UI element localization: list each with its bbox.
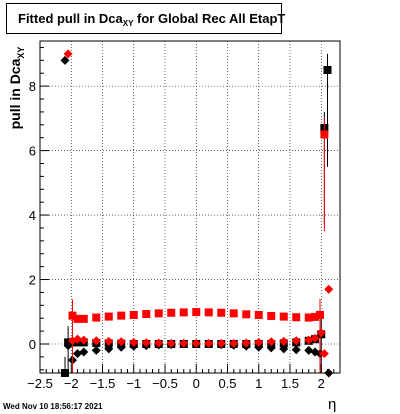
y-tick-label: 0 — [29, 337, 36, 352]
y-tick-label: 8 — [29, 79, 36, 94]
sigma-point — [267, 311, 276, 320]
sigma-point — [311, 312, 319, 321]
data-marks — [60, 49, 334, 378]
axes: −2.5 −2 −1.5 −1 −0.5 0 0.5 1 1.5 2 0 2 4 6 8 — [27, 40, 341, 391]
chart-title-suffix: for Global Rec All EtapT — [133, 11, 286, 26]
sigma-point — [79, 314, 88, 323]
mean-point — [216, 338, 226, 348]
mean-point — [304, 345, 314, 355]
mean-point — [104, 344, 114, 354]
sigma-point — [192, 308, 201, 317]
sigma-point — [279, 312, 288, 321]
mean-point — [279, 344, 289, 354]
mean-point — [63, 341, 73, 351]
mean-point — [91, 345, 101, 355]
mean-point — [179, 338, 189, 348]
mean-point — [73, 334, 82, 344]
mean-point — [60, 55, 70, 65]
mean-point — [79, 347, 89, 357]
chart-title-prefix: Fitted pull in Dca — [18, 11, 123, 26]
sigma-point — [179, 308, 188, 317]
chart-title-subscript: XY — [122, 19, 134, 28]
mean-point — [291, 336, 301, 346]
sigma-point — [229, 309, 238, 318]
datestamp: Wed Nov 10 18:56:17 2021 — [3, 402, 103, 411]
sigma-point — [316, 310, 324, 319]
sigma-point — [154, 309, 163, 318]
sigma-point — [323, 66, 332, 75]
x-tick-label: −1 — [126, 376, 141, 391]
mean-point — [91, 336, 101, 346]
x-tick-label: −2.5 — [27, 376, 53, 391]
sigma-point — [217, 308, 226, 317]
mean-point — [291, 345, 301, 355]
mean-point — [316, 328, 326, 338]
chart-title: Fitted pull in Dca XY for Global Rec All … — [6, 3, 286, 34]
grid-lines — [39, 41, 340, 373]
sigma-point — [204, 308, 213, 317]
sigma-point — [73, 314, 82, 323]
mean-point — [241, 338, 251, 348]
x-tick-label: 1 — [255, 376, 262, 391]
mean-point — [104, 336, 114, 346]
mean-point — [266, 343, 276, 353]
x-tick-label: 1.5 — [281, 376, 299, 391]
mean-point — [191, 338, 201, 348]
x-tick-label: 0.5 — [218, 376, 236, 391]
plot-frame — [39, 40, 341, 374]
mean-point — [116, 337, 126, 347]
mean-point — [141, 338, 151, 348]
y-axis-label-subscript: XY — [16, 46, 26, 59]
y-axis-label-prefix: pull in Dca — [7, 58, 23, 130]
y-tick-label: 2 — [29, 273, 36, 288]
mean-point — [310, 333, 320, 343]
sigma-point — [242, 310, 251, 319]
mean-point — [79, 335, 89, 345]
y-axis-label: pull in DcaXY — [7, 46, 26, 130]
x-tick-label: −0.5 — [152, 376, 178, 391]
sigma-point — [320, 130, 329, 139]
mean-point — [129, 337, 139, 347]
mean-point — [324, 284, 334, 294]
x-axis-label: η — [328, 396, 337, 413]
mean-point — [154, 338, 164, 348]
mean-point — [254, 342, 264, 352]
sigma-point — [254, 310, 263, 319]
mean-point — [204, 338, 214, 348]
mean-point — [266, 337, 276, 347]
sigma-point — [292, 313, 301, 322]
x-tick-label: 2 — [318, 376, 325, 391]
sigma-point — [92, 313, 101, 322]
sigma-point — [142, 310, 151, 319]
y-tick-label: 6 — [29, 144, 36, 159]
y-tick-label: 4 — [29, 208, 36, 223]
mean-point — [63, 49, 73, 59]
mean-point — [319, 349, 329, 359]
mean-point — [254, 337, 264, 347]
x-tick-label: 0 — [193, 376, 200, 391]
sigma-point — [117, 311, 126, 320]
x-tick-label: −1.5 — [90, 376, 116, 391]
sigma-point — [304, 313, 313, 322]
mean-point — [73, 349, 82, 359]
mean-point — [229, 338, 239, 348]
mean-point — [166, 338, 176, 348]
sigma-point — [68, 311, 77, 320]
mean-point — [279, 336, 289, 346]
sigma-point — [167, 308, 176, 317]
sigma-point — [104, 312, 113, 321]
x-tick-label: −2 — [64, 376, 79, 391]
sigma-point — [129, 310, 138, 319]
mean-point — [116, 342, 126, 352]
y-axis-label-wrap: pull in DcaXY — [4, 40, 26, 136]
